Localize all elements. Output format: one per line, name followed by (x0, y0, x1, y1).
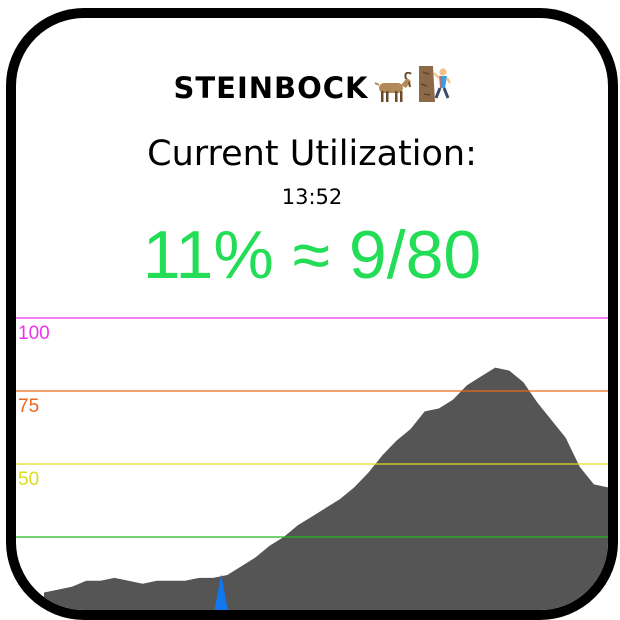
threshold-label-100: 100 (18, 323, 50, 344)
climber-icon (417, 64, 451, 111)
app-title: STEINBOCK (16, 64, 608, 111)
threshold-label-50: 50 (18, 469, 39, 490)
timestamp: 13:52 (281, 185, 343, 209)
app-title-text: STEINBOCK (173, 71, 369, 105)
utilization-value: 11% ≈ 9/80 (142, 217, 482, 293)
utilization-chart: 100 75 50 (16, 317, 608, 610)
goat-icon (371, 71, 415, 111)
threshold-label-75: 75 (18, 396, 39, 417)
utilization-area (44, 367, 608, 610)
utilization-heading: Current Utilization: (147, 134, 477, 174)
widget-frame: STEINBOCK Current Utilization: 13: (6, 8, 618, 620)
current-time-marker (214, 574, 228, 610)
